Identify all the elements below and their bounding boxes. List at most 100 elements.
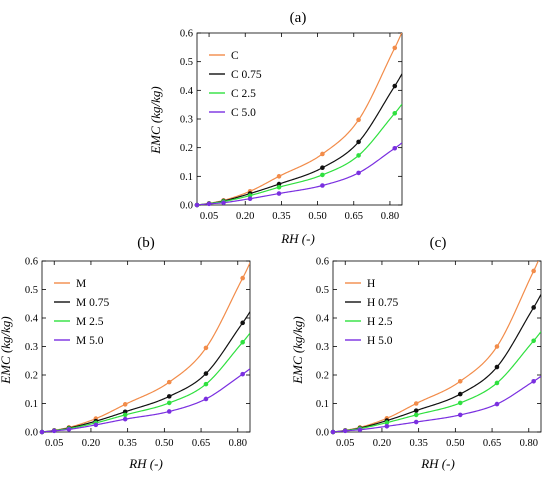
x-tick-label: 0.65 <box>345 211 363 222</box>
series-line-1 <box>197 73 402 205</box>
x-axis-label: RH (-) <box>420 456 455 471</box>
data-point <box>494 380 500 386</box>
data-point <box>531 378 536 384</box>
series-line-3 <box>197 142 402 205</box>
data-point <box>240 275 245 281</box>
y-tick-label: 0.1 <box>316 399 329 410</box>
legend-label: M 5.0 <box>76 335 104 347</box>
data-point <box>356 139 361 145</box>
data-point <box>494 364 500 370</box>
data-point <box>320 183 325 188</box>
y-axis-label: EMC (kg/kg) <box>290 316 305 385</box>
series-line-0 <box>333 261 539 432</box>
x-tick-label: 0.65 <box>483 438 501 449</box>
data-point <box>206 201 212 207</box>
x-tick-label: 0.20 <box>236 211 254 222</box>
x-tick-label: 0.50 <box>308 211 326 222</box>
data-point <box>240 320 245 326</box>
legend-label: H <box>367 278 375 290</box>
data-point <box>93 422 99 428</box>
data-point <box>357 427 363 433</box>
panel-label: (b) <box>137 235 155 251</box>
data-point <box>457 391 463 397</box>
data-point <box>51 428 57 434</box>
chart-panel-2: 0.05 0.20 0.35 0.50 0.65 0.80 0.0 0.1 0.2 0.3 0.4 0… <box>290 235 542 471</box>
data-point <box>276 174 282 179</box>
y-tick-label: 0.3 <box>180 115 193 126</box>
y-tick-label: 0.5 <box>25 285 38 296</box>
data-point <box>240 371 245 377</box>
data-point <box>457 400 463 406</box>
legend-label: C <box>231 50 239 62</box>
y-tick-label: 0.5 <box>316 285 329 296</box>
data-point <box>166 409 172 414</box>
data-point <box>494 401 500 407</box>
data-point <box>494 344 500 349</box>
x-tick-label: 0.05 <box>336 438 354 449</box>
data-point <box>203 371 209 376</box>
data-point <box>384 424 390 429</box>
data-point <box>531 268 536 274</box>
data-point <box>66 427 72 432</box>
data-point <box>384 420 390 425</box>
series-line-3 <box>42 368 250 432</box>
y-tick-label: 0.2 <box>180 143 193 154</box>
y-tick-label: 0.2 <box>316 371 329 382</box>
data-point <box>122 402 128 407</box>
x-tick-label: 0.05 <box>45 438 63 449</box>
data-point <box>122 412 128 418</box>
y-tick-label: 0.5 <box>180 57 193 68</box>
series-line-0 <box>42 262 250 432</box>
legend-label: M 2.5 <box>76 316 104 328</box>
y-axis-label: EMC (kg/kg) <box>148 86 163 155</box>
data-point <box>203 345 209 351</box>
data-point <box>122 416 128 422</box>
data-point <box>531 338 536 344</box>
plot-frame <box>332 260 542 433</box>
data-point <box>457 412 463 418</box>
chart-panel-1: 0.05 0.20 0.35 0.50 0.65 0.80 0.0 0.1 0.2 0.3 0.4 0… <box>0 235 251 471</box>
data-point <box>392 45 398 51</box>
legend-label: C 5.0 <box>231 107 256 119</box>
legend-label: H 0.75 <box>367 297 399 309</box>
data-point <box>356 117 361 123</box>
series-line-0 <box>197 33 402 205</box>
y-tick-label: 0.2 <box>25 371 38 382</box>
data-point <box>166 394 172 399</box>
data-point <box>166 379 172 385</box>
y-tick-label: 0.6 <box>25 257 38 268</box>
x-tick-label: 0.50 <box>446 438 464 449</box>
data-point <box>356 153 361 158</box>
data-point <box>39 429 45 435</box>
data-point <box>342 428 348 434</box>
data-point <box>320 165 325 171</box>
chart-panel-0: 0.05 0.20 0.35 0.50 0.65 0.80 0.0 0.1 0.2 0.3 0.4 0… <box>148 10 403 246</box>
data-point <box>203 381 209 387</box>
legend-label: H 5.0 <box>367 335 393 347</box>
x-tick-label: 0.80 <box>229 438 247 449</box>
y-tick-label: 0.1 <box>25 399 38 410</box>
x-tick-label: 0.20 <box>82 438 100 449</box>
data-point <box>413 401 419 406</box>
x-tick-label: 0.35 <box>272 211 290 222</box>
data-point <box>413 412 419 418</box>
plot-frame <box>196 32 403 206</box>
data-point <box>203 396 209 402</box>
plot-frame <box>41 260 251 433</box>
series-line-2 <box>197 103 402 205</box>
series-line-2 <box>42 332 250 432</box>
data-point <box>320 172 325 178</box>
x-axis-label: RH (-) <box>128 456 163 471</box>
data-point <box>276 191 282 196</box>
data-point <box>276 181 282 187</box>
data-point <box>240 339 245 345</box>
data-point <box>166 400 172 406</box>
series-line-1 <box>333 294 541 432</box>
legend-label: M 0.75 <box>76 297 109 309</box>
data-point <box>392 83 398 89</box>
data-point <box>392 110 398 116</box>
series-line-3 <box>333 375 541 432</box>
data-point <box>531 305 536 310</box>
data-point <box>330 429 336 435</box>
